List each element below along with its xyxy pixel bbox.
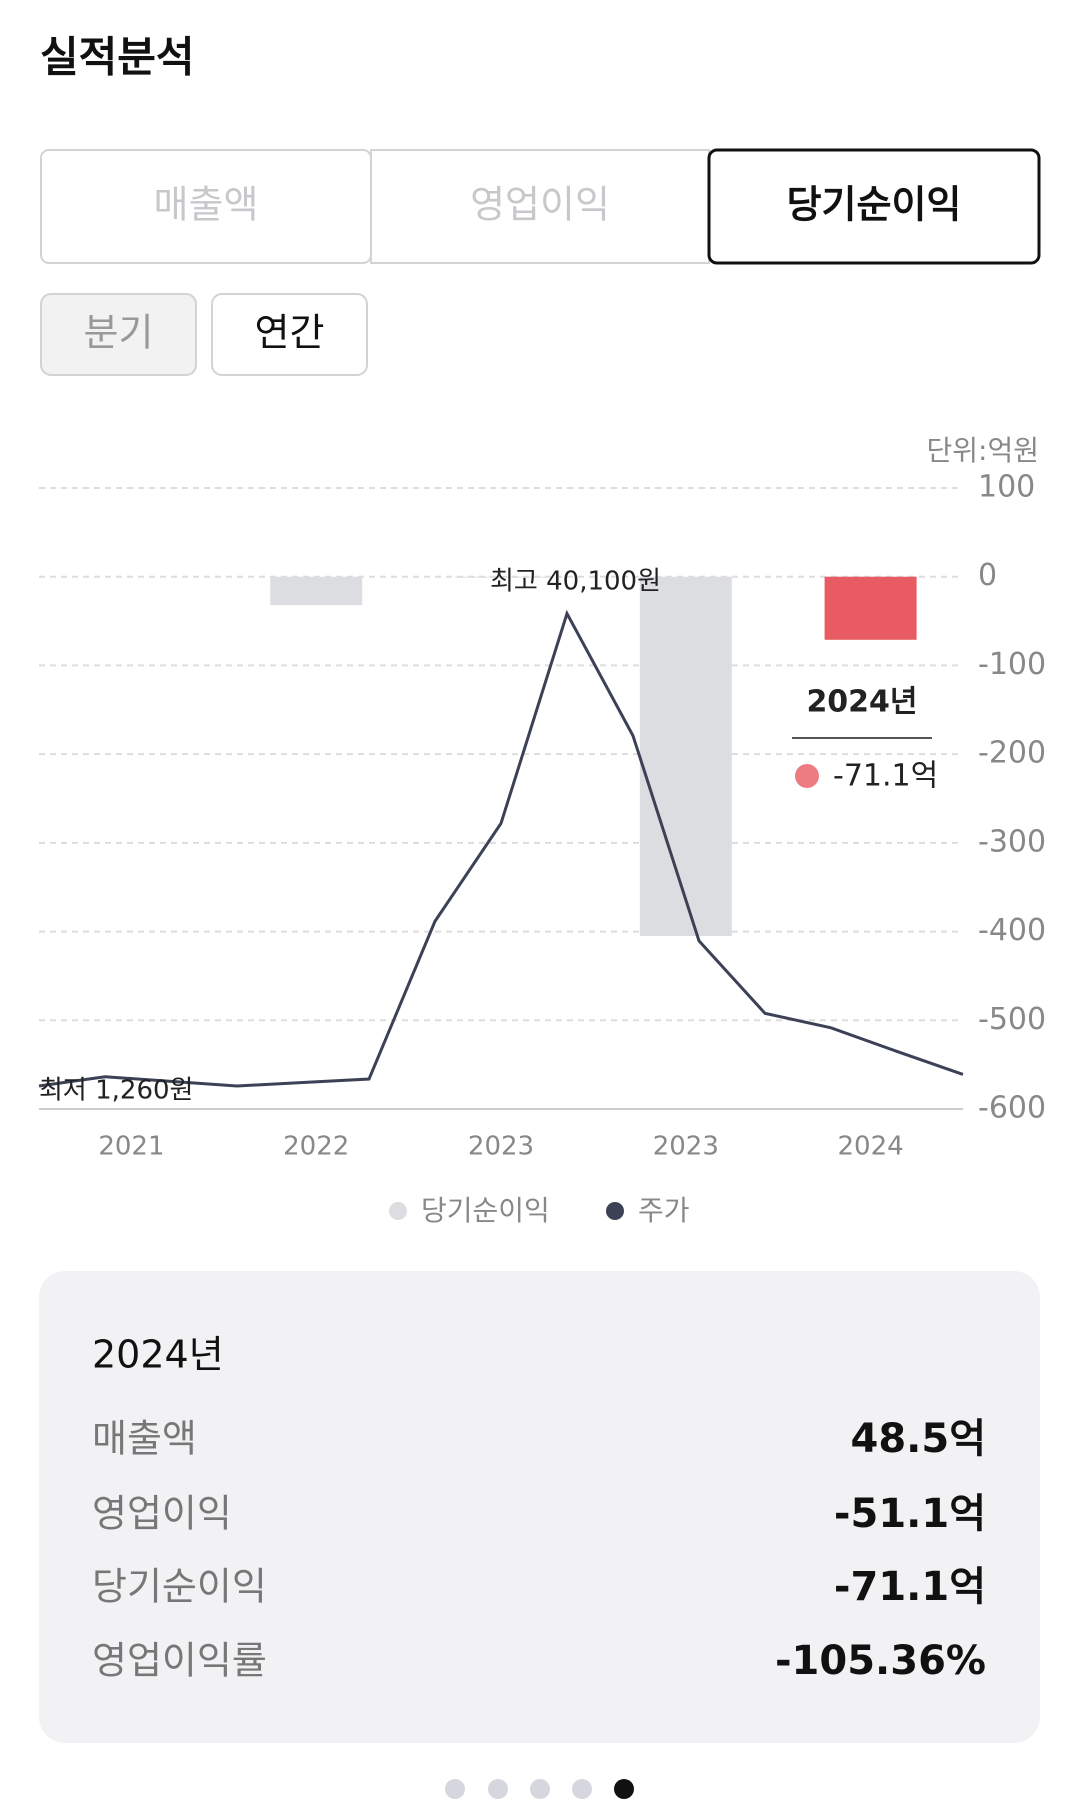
period-button[interactable] bbox=[211, 293, 368, 376]
period-label: 연간 bbox=[255, 311, 325, 355]
period-button[interactable] bbox=[40, 293, 197, 376]
y-tick-label: 0 bbox=[978, 558, 997, 593]
bar bbox=[824, 576, 917, 640]
x-tick-label: 2021 bbox=[98, 1132, 164, 1162]
y-tick-label: -100 bbox=[978, 647, 1046, 682]
summary-value: 48.5억 bbox=[851, 1416, 987, 1462]
tab-label: 영업이익 bbox=[470, 183, 610, 227]
tooltip-dot bbox=[795, 764, 819, 788]
summary-value: -105.36% bbox=[775, 1638, 986, 1684]
min-annotation: 최저 1,260원 bbox=[39, 1076, 193, 1106]
summary-label: 당기순이익 bbox=[92, 1565, 267, 1609]
summary-title: 2024년 bbox=[92, 1333, 224, 1377]
max-annotation: 최고 40,100원 bbox=[490, 567, 661, 597]
tooltip-value: -71.1억 bbox=[833, 759, 938, 794]
bar bbox=[270, 576, 363, 606]
price-line bbox=[38, 609, 964, 1088]
summary-box bbox=[39, 1271, 1040, 1743]
tab[interactable] bbox=[707, 148, 1041, 265]
tab-label: 당기순이익 bbox=[787, 183, 962, 227]
x-tick-label: 2023 bbox=[468, 1132, 534, 1162]
legend-dot bbox=[606, 1202, 624, 1220]
legend-label: 주가 bbox=[638, 1194, 690, 1227]
x-tick-label: 2023 bbox=[653, 1132, 719, 1162]
summary-label: 매출액 bbox=[92, 1417, 197, 1461]
tabs: 매출액 영업이익 당기순이익 bbox=[40, 148, 1041, 265]
period-label: 분기 bbox=[84, 311, 154, 355]
page-dot[interactable] bbox=[530, 1779, 550, 1799]
summary-value: -51.1억 bbox=[834, 1491, 986, 1537]
page-dot[interactable] bbox=[614, 1779, 634, 1799]
bar bbox=[639, 576, 732, 937]
page-dot[interactable] bbox=[572, 1779, 592, 1799]
y-tick-label: -300 bbox=[978, 824, 1046, 859]
y-tick-label: -600 bbox=[978, 1091, 1046, 1126]
bar bbox=[455, 576, 547, 578]
summary-label: 영업이익 bbox=[92, 1492, 232, 1536]
page-dot[interactable] bbox=[488, 1779, 508, 1799]
unit-label: 단위:억원 bbox=[927, 434, 1039, 467]
y-tick-label: 100 bbox=[978, 470, 1035, 505]
tooltip-title: 2024년 bbox=[806, 685, 917, 720]
pagination bbox=[445, 1779, 634, 1799]
x-tick-label: 2022 bbox=[283, 1132, 349, 1162]
page-title: 실적분석 bbox=[40, 33, 195, 82]
summary-value: -71.1억 bbox=[834, 1564, 986, 1610]
page-dot[interactable] bbox=[445, 1779, 465, 1799]
y-tick-label: -500 bbox=[978, 1002, 1046, 1037]
tab-label: 매출액 bbox=[154, 183, 259, 227]
periods: 분기 연간 bbox=[40, 293, 368, 376]
x-tick-label: 2024 bbox=[838, 1132, 904, 1162]
legend-label: 당기순이익 bbox=[421, 1194, 550, 1227]
y-tick-label: -200 bbox=[978, 736, 1046, 771]
summary-label: 영업이익률 bbox=[92, 1639, 267, 1683]
y-tick-label: -400 bbox=[978, 913, 1046, 948]
legend-dot bbox=[389, 1202, 407, 1220]
tab[interactable] bbox=[370, 149, 710, 264]
